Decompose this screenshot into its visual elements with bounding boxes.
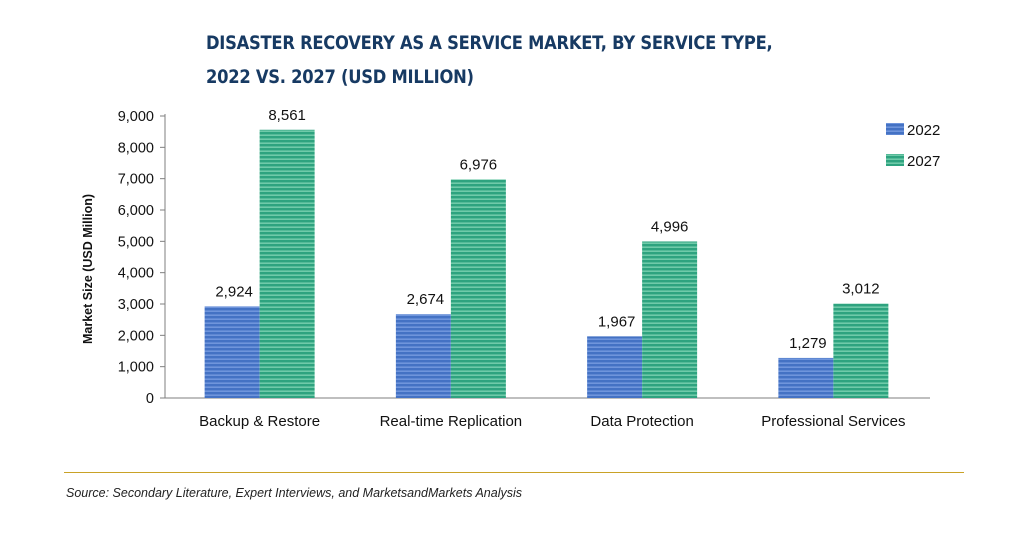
bar-2027-2	[642, 241, 698, 398]
bar-2022-2	[587, 336, 643, 398]
x-tick-label: Backup & Restore	[199, 413, 320, 430]
x-tick-label: Real-time Replication	[380, 413, 523, 430]
chart-title-line-2: 2022 VS. 2027 (USD MILLION)	[206, 66, 474, 88]
source-note: Source: Secondary Literature, Expert Int…	[66, 486, 522, 500]
x-tick-label: Professional Services	[761, 413, 905, 430]
footer-divider	[64, 472, 964, 473]
bar-2027-3	[833, 303, 889, 398]
chart-title-line-1: DISASTER RECOVERY AS A SERVICE MARKET, B…	[206, 32, 773, 54]
legend-label: 2022	[907, 122, 940, 139]
data-label: 3,012	[842, 281, 880, 298]
y-tick-label: 6,000	[118, 203, 154, 219]
chart-title: DISASTER RECOVERY AS A SERVICE MARKET, B…	[206, 26, 808, 94]
y-axis-title: Market Size (USD Million)	[81, 194, 95, 344]
bar-chart: 0 1,000 2,000 3,000 4,000 5,000 6,000 7,000 8,00…	[81, 107, 940, 430]
y-tick-label: 5,000	[118, 234, 154, 250]
y-tick-label: 0	[146, 391, 154, 407]
data-label: 6,976	[460, 156, 498, 173]
y-tick-label: 3,000	[118, 297, 154, 313]
bar-2022-1	[395, 314, 451, 398]
y-tick-label: 8,000	[118, 140, 154, 156]
data-label: 1,279	[789, 335, 827, 352]
chart-legend: 2022 2027	[886, 122, 940, 170]
legend-label: 2027	[907, 153, 940, 170]
data-label: 2,924	[215, 283, 253, 300]
chart-bars	[204, 129, 889, 398]
bar-2027-1	[450, 179, 506, 398]
y-tick-label: 1,000	[118, 360, 154, 376]
data-label: 4,996	[651, 218, 689, 235]
bar-2027-0	[259, 129, 315, 398]
data-label: 1,967	[598, 313, 636, 330]
chart-labels: 2,924 8,561 Backup & Restore 2,674 6,976 Real…	[199, 107, 905, 430]
y-tick-label: 9,000	[118, 109, 154, 125]
legend-swatch-2022	[886, 123, 904, 135]
y-tick-label: 4,000	[118, 266, 154, 282]
bar-2022-0	[204, 306, 260, 398]
data-label: 8,561	[268, 107, 306, 124]
y-tick-label: 2,000	[118, 328, 154, 344]
legend-swatch-2027	[886, 154, 904, 166]
bar-2022-3	[778, 357, 834, 398]
x-tick-label: Data Protection	[590, 413, 693, 430]
data-label: 2,674	[407, 291, 445, 308]
y-tick-label: 7,000	[118, 172, 154, 188]
